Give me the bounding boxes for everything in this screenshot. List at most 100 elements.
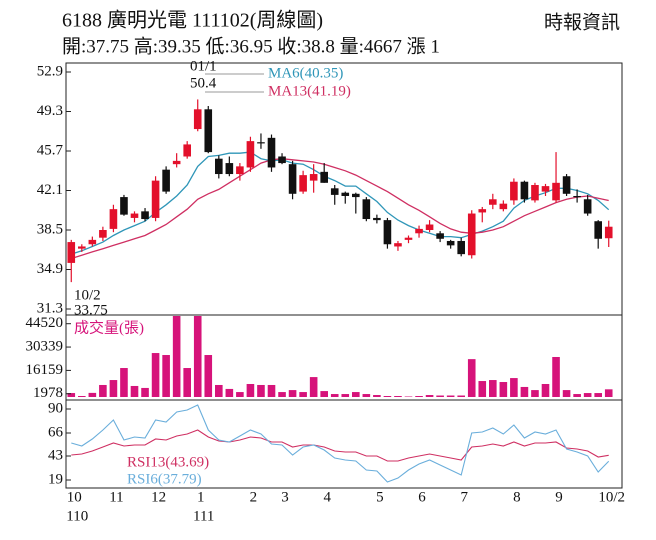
candle-body — [436, 233, 444, 238]
candle-body — [563, 176, 571, 194]
volume-bar — [542, 384, 550, 397]
volume-bar — [162, 355, 170, 397]
volume-bar — [478, 381, 486, 397]
volume-bar — [584, 393, 592, 397]
candle-body — [310, 174, 318, 181]
volume-bar — [194, 298, 202, 397]
x-year-label: 111 — [193, 508, 214, 524]
y-tick-label: 52.9 — [37, 63, 63, 79]
volume-bar — [289, 390, 297, 397]
candle-body — [257, 142, 265, 143]
candle-body — [584, 199, 592, 213]
x-tick-label: 10/2 — [598, 489, 625, 505]
legend-label: RSI6(37.79) — [127, 471, 202, 487]
y-tick-label: 19 — [48, 471, 63, 487]
volume-bar — [226, 389, 234, 397]
volume-bar — [152, 353, 160, 397]
y-tick-label: 34.9 — [37, 261, 63, 277]
candle-body — [542, 186, 550, 191]
volume-bar — [341, 394, 349, 397]
candle-body — [236, 166, 244, 174]
frame — [66, 63, 622, 488]
candle-body — [278, 156, 286, 163]
x-tick-label: 1 — [197, 489, 205, 505]
x-year-label: 110 — [66, 508, 88, 524]
y-tick-label: 90 — [48, 400, 63, 416]
x-tick-label: 7 — [460, 489, 468, 505]
volume-bars — [67, 298, 612, 397]
volume-bar — [384, 396, 392, 397]
source: 時報資訊 — [544, 11, 620, 33]
volume-bar — [320, 391, 328, 397]
y-tick-label: 1978 — [33, 385, 63, 401]
candle-body — [500, 204, 508, 209]
volume-bar — [204, 355, 212, 397]
y-tick-label: 38.5 — [37, 221, 63, 237]
volume-bar — [563, 390, 571, 397]
annotation-value: 33.75 — [74, 302, 108, 318]
candle-body — [457, 241, 465, 254]
volume-bar — [500, 382, 508, 397]
volume-bar — [268, 385, 276, 397]
annotation-date: 01/1 — [190, 58, 217, 74]
y-tick-label: 16159 — [26, 362, 64, 378]
x-tick-label: 6 — [418, 489, 426, 505]
volume-bar — [78, 396, 86, 397]
candle-body — [141, 211, 149, 219]
legend-label: MA13(41.19) — [268, 83, 351, 99]
volume-bar — [99, 385, 107, 397]
y-tick-label: 30339 — [26, 338, 64, 354]
candle-body — [162, 170, 170, 192]
candle-body — [194, 109, 202, 129]
candle-body — [299, 175, 307, 191]
volume-bar — [436, 396, 444, 397]
candle-body — [320, 172, 328, 183]
y-tick-label: 43 — [48, 447, 63, 463]
candle-body — [67, 242, 75, 263]
volume-bar — [278, 392, 286, 397]
panel-label: 成交量(張) — [74, 318, 144, 336]
volume-bar — [531, 390, 539, 397]
x-tick-label: 4 — [323, 489, 331, 505]
volume-bar — [510, 378, 518, 397]
candle-body — [152, 181, 160, 218]
candle-body — [173, 161, 181, 164]
candle-body — [89, 240, 97, 244]
x-tick-label: 10 — [67, 489, 82, 505]
y-tick-label: 44520 — [26, 315, 64, 331]
candle-body — [204, 109, 212, 152]
candle-body — [247, 141, 255, 167]
volume-bar — [363, 394, 371, 397]
volume-bar — [257, 385, 265, 397]
x-tick-label: 2 — [250, 489, 258, 505]
y-tick-label: 49.3 — [37, 103, 63, 119]
volume-bar — [594, 393, 602, 397]
volume-bar — [468, 359, 476, 397]
candle-body — [510, 182, 518, 201]
line — [71, 405, 608, 482]
candle-body — [394, 243, 402, 246]
candle-body — [594, 221, 602, 239]
candle-body — [110, 209, 118, 229]
candle-body — [373, 218, 381, 220]
annotation-date: 10/2 — [74, 287, 101, 303]
volume-bar — [120, 368, 128, 397]
x-tick-label: 9 — [555, 489, 563, 505]
volume-bar — [173, 298, 181, 397]
candle-body — [478, 209, 486, 212]
y-tick-label: 45.7 — [37, 142, 64, 158]
volume-bar — [141, 388, 149, 397]
volume-bar — [183, 368, 191, 397]
candle-body — [468, 214, 476, 256]
volume-bar — [373, 395, 381, 397]
candle-body — [552, 183, 560, 201]
volume-bar — [110, 380, 118, 397]
volume-bar — [299, 392, 307, 397]
x-tick-label: 12 — [151, 489, 166, 505]
candle-body — [415, 229, 423, 233]
candle-body — [573, 196, 581, 197]
candle-body — [183, 144, 191, 156]
candle-body — [521, 182, 529, 200]
volume-bar — [415, 396, 423, 397]
